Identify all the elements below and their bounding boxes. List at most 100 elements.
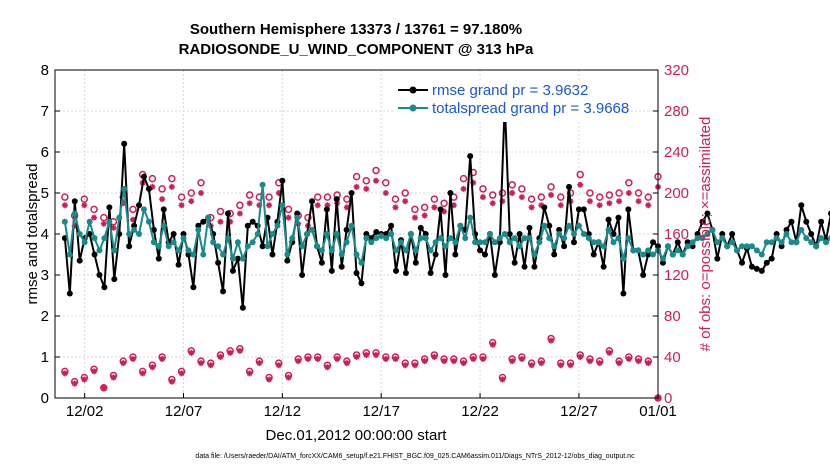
rmse-point [328,267,335,274]
obs-possible-marker [576,170,584,179]
rmse-point [580,206,587,213]
rmse-point [393,267,400,274]
totalspread-point [368,239,375,246]
totalspread-point [758,251,765,258]
obs-assimilated-marker [81,376,88,383]
totalspread-point [101,235,108,242]
obs-count-markers [61,166,662,402]
totalspread-point [274,222,281,229]
legend-box [393,82,616,122]
rmse-point [511,259,518,266]
obs-possible-marker [420,203,429,212]
rmse-point [496,239,503,246]
obs-assimilated-marker [110,374,117,381]
obs-assimilated-marker [577,354,584,360]
totalspread-point [229,255,236,262]
obs-assimilated-marker [499,376,506,383]
obs-assimilated-marker [460,185,467,192]
rmse-point [585,231,592,237]
rmse-point [323,206,330,213]
obs-assimilated-marker [441,208,448,215]
rmse-point [383,231,390,237]
totalspread-point [264,243,271,250]
totalspread-point [635,247,642,254]
rmse-point [427,269,434,276]
rmse-point [566,183,573,190]
totalspread-point [165,243,172,250]
rmse-point [343,226,350,233]
totalspread-point [140,206,147,213]
totalspread-point [96,247,103,254]
totalspread-point [689,239,696,246]
x-tick-label: 01/01 [639,403,677,420]
y-tick-label: 7 [41,103,49,120]
obs-assimilated-marker [538,360,545,367]
totalspread-point [452,239,459,246]
totalspread-point [615,235,622,242]
totalspread-point [294,214,301,221]
rmse-point [620,290,627,297]
obs-assimilated-marker [557,362,564,369]
rmse-point [437,206,444,213]
rmse-point [185,251,192,258]
obs-assimilated-marker [606,200,613,207]
obs-assimilated-marker [343,360,350,367]
rmse-point [353,269,360,276]
rmse-point [284,257,291,264]
obs-assimilated-marker [363,185,370,192]
legend-spread-text: totalspread grand pr = 3.9668 [432,100,629,117]
totalspread-point [145,218,152,225]
y-right-tick-label: 40 [664,349,681,366]
obs-assimilated-marker [324,364,331,371]
obs-assimilated-marker [120,360,127,367]
obs-possible-marker [197,179,205,187]
rmse-point [650,239,657,246]
y-right-tick-label: 320 [664,62,689,79]
obs-assimilated-marker [217,218,224,225]
obs-assimilated-marker [548,337,555,344]
rmse-point [368,235,375,242]
totalspread-point [234,239,241,246]
obs-assimilated-marker [100,384,107,391]
rmse-point [150,226,157,233]
obs-assimilated-marker [129,216,136,223]
totalspread-point [729,239,736,246]
totalspread-point [363,235,370,242]
totalspread-point [180,235,187,242]
obs-assimilated-marker [100,220,107,227]
totalspread-point [323,231,330,237]
rmse-point [442,272,449,278]
totalspread-point [501,231,508,237]
totalspread-point [185,247,192,254]
obs-assimilated-marker [159,196,166,203]
obs-assimilated-marker [479,194,486,201]
obs-assimilated-marker [139,370,146,377]
totalspread-point [397,239,404,246]
y-right-tick-label: 160 [664,226,689,243]
totalspread-point [477,239,484,246]
totalspread-point [284,251,291,258]
totalspread-point [71,210,78,217]
totalspread-point [753,247,760,254]
totalspread-point [506,239,513,246]
rmse-point [575,206,582,213]
obs-assimilated-marker [149,364,156,371]
totalspread-point [739,243,746,250]
obs-possible-marker [61,193,69,201]
rmse-point [491,272,498,278]
legend: rmse grand pr = 3.9632 totalspread grand… [393,82,629,122]
y-right-tick-label: 240 [664,144,689,161]
totalspread-point [778,239,785,246]
rmse-point [170,231,177,237]
totalspread-point [447,235,454,242]
rmse-point [279,177,286,184]
rmse-point [358,280,365,287]
y-tick-label: 0 [41,390,49,407]
obs-assimilated-marker [266,376,273,383]
obs-assimilated-marker [227,218,234,225]
totalspread-point [620,255,627,262]
series-lines [61,99,830,311]
rmse-point [131,222,138,229]
totalspread-point [748,243,755,250]
obs-assimilated-marker [314,202,321,209]
